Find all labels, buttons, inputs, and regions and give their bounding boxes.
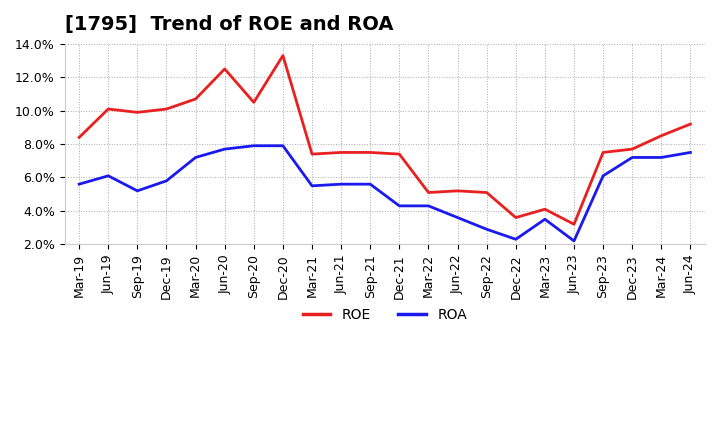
ROA [541,216,549,222]
ROA [250,143,258,148]
ROE [220,66,229,72]
ROA [395,203,404,209]
ROE [104,106,112,112]
ROE [541,206,549,212]
ROE [192,96,200,102]
ROA [454,215,462,220]
ROA [307,183,316,188]
ROE [307,151,316,157]
ROE [250,100,258,105]
ROA [686,150,695,155]
ROA [570,238,578,244]
Line: ROE: ROE [79,55,690,224]
ROE [162,106,171,112]
ROE [424,190,433,195]
ROE [570,222,578,227]
ROA [657,155,666,160]
ROE [686,121,695,127]
ROA [599,173,608,179]
ROA [133,188,142,194]
ROA [511,237,520,242]
ROE [366,150,374,155]
ROA [424,203,433,209]
ROA [279,143,287,148]
ROE [482,190,491,195]
ROE [279,53,287,58]
ROA [162,178,171,183]
ROA [366,182,374,187]
ROE [395,151,404,157]
ROE [75,135,84,140]
ROA [75,182,84,187]
ROA [482,227,491,232]
ROE [599,150,608,155]
ROE [337,150,346,155]
Text: [1795]  Trend of ROE and ROA: [1795] Trend of ROE and ROA [65,15,393,34]
ROE [657,133,666,138]
ROA [337,182,346,187]
ROA [220,147,229,152]
ROE [628,147,636,152]
ROE [454,188,462,194]
ROE [133,110,142,115]
ROA [628,155,636,160]
ROA [104,173,112,179]
ROA [192,155,200,160]
Legend: ROE, ROA: ROE, ROA [297,302,472,327]
ROE [511,215,520,220]
Line: ROA: ROA [79,146,690,241]
